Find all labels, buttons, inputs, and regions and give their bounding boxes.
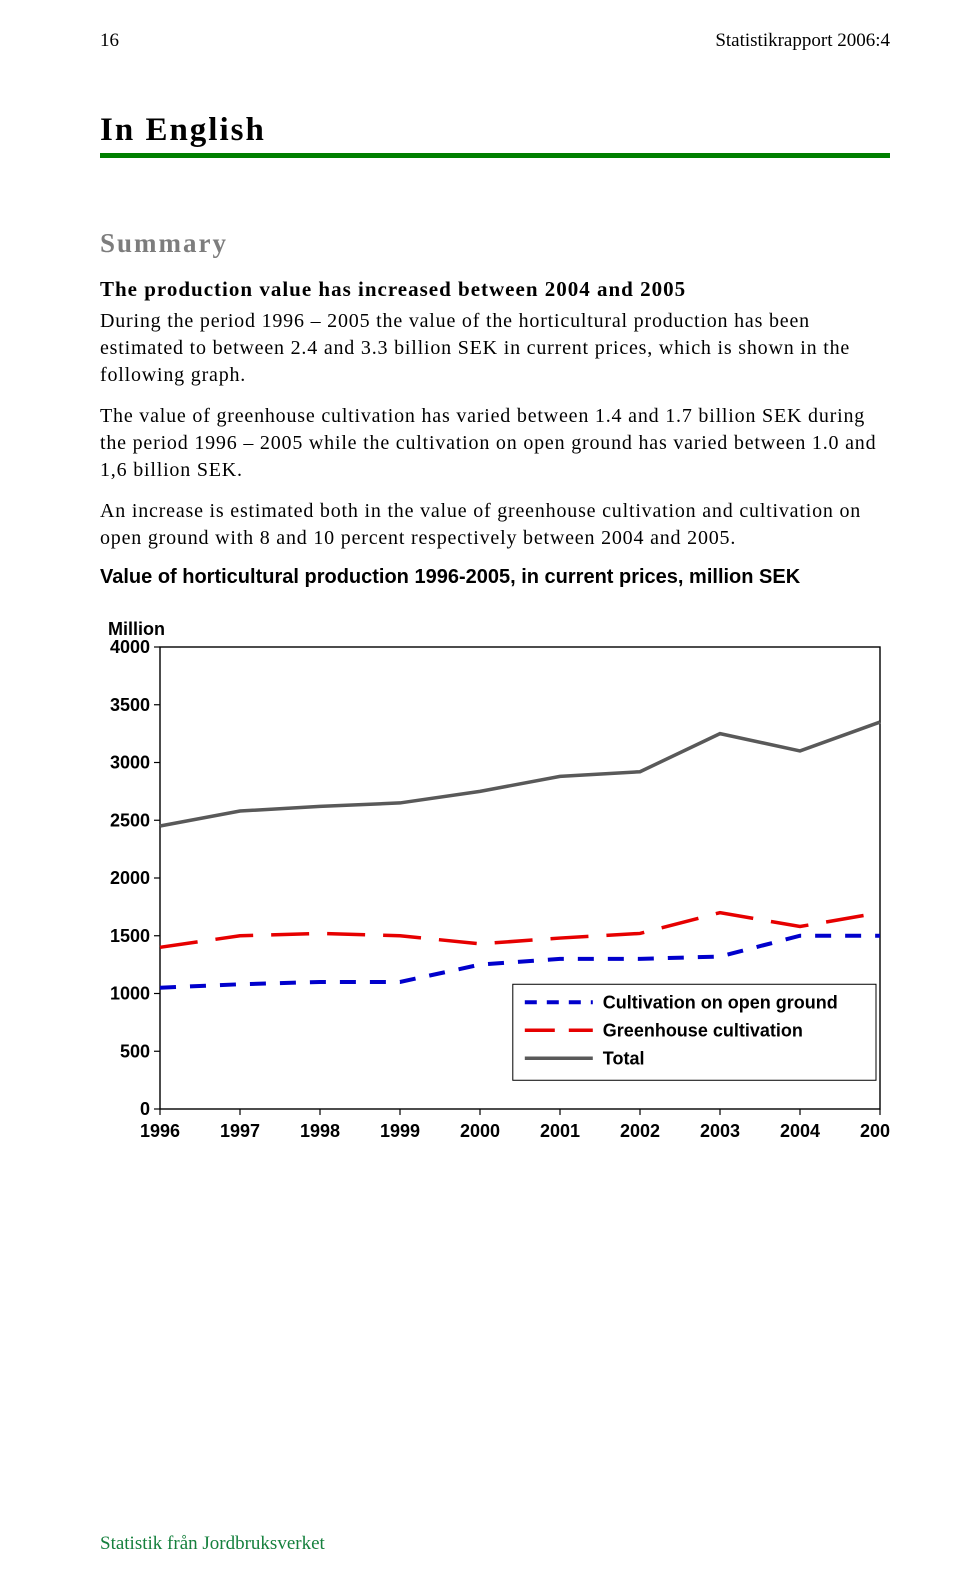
x-tick-label: 2002: [620, 1121, 660, 1141]
series-total: [160, 722, 880, 826]
summary-heading: Summary: [100, 228, 890, 259]
y-tick-label: 1000: [110, 984, 150, 1004]
chart-container: Million 0 500 1000 1500 2000 2500 3000 3500 4000…: [100, 619, 890, 1159]
legend-open-ground: Cultivation on open ground: [603, 992, 838, 1012]
document-page: 16 Statistikrapport 2006:4 In English Su…: [0, 0, 960, 1581]
series-greenhouse: [160, 913, 880, 948]
section-title: In English: [100, 112, 890, 158]
page-number: 16: [100, 30, 119, 52]
x-tick-label: 2004: [780, 1121, 820, 1141]
x-tick-label: 1999: [380, 1121, 420, 1141]
x-tick-label: 1998: [300, 1121, 340, 1141]
y-tick-label: 2000: [110, 868, 150, 888]
chart-ylabel: Million: [108, 619, 165, 640]
x-tick-label: 2001: [540, 1121, 580, 1141]
chart-title: Value of horticultural production 1996-2…: [100, 566, 890, 589]
y-tick-label: 500: [120, 1041, 150, 1061]
line-chart: 0 500 1000 1500 2000 2500 3000 3500 4000 1996 1997…: [100, 619, 890, 1159]
y-tick-label: 4000: [110, 637, 150, 657]
header-row: 16 Statistikrapport 2006:4: [100, 30, 890, 52]
summary-subheading: The production value has increased betwe…: [100, 277, 890, 302]
y-tick-label: 3500: [110, 695, 150, 715]
y-tick-label: 3000: [110, 753, 150, 773]
para-2: The value of greenhouse cultivation has …: [100, 403, 890, 484]
para-3: An increase is estimated both in the val…: [100, 498, 890, 552]
x-tick-label: 2003: [700, 1121, 740, 1141]
y-tick-label: 0: [140, 1099, 150, 1119]
x-tick-label: 2000: [460, 1121, 500, 1141]
x-tick-label: 1996: [140, 1121, 180, 1141]
report-id: Statistikrapport 2006:4: [715, 30, 890, 52]
x-tick-label: 1997: [220, 1121, 260, 1141]
para-1: During the period 1996 – 2005 the value …: [100, 308, 890, 389]
legend-total: Total: [603, 1048, 645, 1068]
x-tick-label: 2005: [860, 1121, 890, 1141]
footer-source: Statistik från Jordbruksverket: [100, 1533, 325, 1555]
y-tick-label: 1500: [110, 926, 150, 946]
series-open-ground: [160, 936, 880, 988]
legend-greenhouse: Greenhouse cultivation: [603, 1020, 803, 1040]
y-tick-label: 2500: [110, 810, 150, 830]
